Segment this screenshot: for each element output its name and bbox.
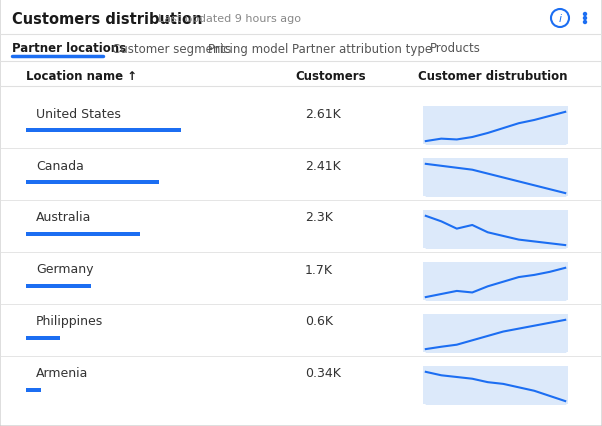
Circle shape [583,17,586,20]
Text: Australia: Australia [36,211,92,224]
Text: Products: Products [430,43,481,55]
Text: Germany: Germany [36,263,93,276]
Bar [26,129,181,132]
Text: Customers distribution: Customers distribution [12,12,202,26]
Bar [26,181,160,184]
Text: Pricing model: Pricing model [208,43,288,55]
Text: Partner locations: Partner locations [12,43,126,55]
Circle shape [583,21,586,24]
Text: 2.61K: 2.61K [305,107,341,120]
Bar [26,388,41,392]
Bar [26,336,60,340]
Text: i: i [559,14,562,24]
Bar [26,233,140,236]
Text: Customer segments: Customer segments [112,43,231,55]
Text: 2.3K: 2.3K [305,211,333,224]
Text: 0.6K: 0.6K [305,315,333,328]
Bar [26,284,90,288]
Text: Canada: Canada [36,159,84,172]
Text: 2.41K: 2.41K [305,159,341,172]
Text: Location name ↑: Location name ↑ [26,69,137,82]
Text: Last updated 9 hours ago: Last updated 9 hours ago [158,14,301,24]
Text: Philippines: Philippines [36,315,104,328]
Text: United States: United States [36,107,121,120]
Text: Customer distrubution: Customer distrubution [418,69,568,82]
Text: 1.7K: 1.7K [305,263,333,276]
Circle shape [583,14,586,17]
Text: 0.34K: 0.34K [305,367,341,380]
Text: Partner attribution type: Partner attribution type [292,43,432,55]
Text: Armenia: Armenia [36,367,88,380]
Text: Customers: Customers [295,69,365,82]
